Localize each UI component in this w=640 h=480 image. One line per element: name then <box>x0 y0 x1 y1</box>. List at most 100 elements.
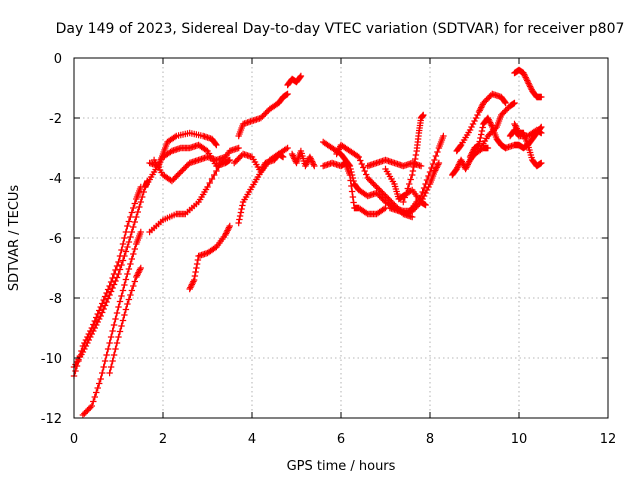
data-point <box>416 200 423 207</box>
data-point <box>236 153 244 161</box>
data-point <box>100 305 107 313</box>
data-point <box>411 159 418 167</box>
data-point <box>527 84 535 92</box>
data-point <box>136 266 144 273</box>
data-point <box>431 156 438 164</box>
data-point <box>485 116 492 123</box>
data-point <box>502 99 509 107</box>
grid-layer <box>74 58 608 418</box>
data-point <box>376 192 383 200</box>
data-point <box>417 162 425 170</box>
data-point <box>91 317 98 325</box>
data-point <box>525 80 532 87</box>
data-point <box>475 141 483 149</box>
data-point <box>134 270 141 278</box>
data-point <box>125 265 133 273</box>
data-point <box>222 231 229 239</box>
data-point <box>419 188 426 196</box>
data-point <box>118 292 125 300</box>
data-point <box>188 281 196 288</box>
data-point <box>373 183 380 191</box>
data-point <box>308 158 316 165</box>
data-point <box>479 124 486 131</box>
data-point <box>116 266 124 273</box>
y-tick-label: -2 <box>49 112 62 127</box>
data-point <box>262 110 269 117</box>
data-point <box>486 93 493 101</box>
data-point <box>189 279 196 287</box>
data-point <box>522 74 529 81</box>
data-point <box>467 152 474 159</box>
data-point <box>417 198 425 206</box>
data-point <box>212 140 219 148</box>
data-point <box>180 165 187 173</box>
data-point <box>306 153 314 161</box>
data-point <box>106 369 113 377</box>
data-point <box>136 203 143 211</box>
data-point <box>192 268 199 276</box>
data-point <box>134 208 141 216</box>
data-point <box>204 183 211 191</box>
data-point <box>486 117 493 125</box>
data-point <box>358 160 365 168</box>
data-point <box>499 110 506 117</box>
data-point <box>130 223 137 231</box>
data-point <box>457 142 464 150</box>
data-point <box>453 165 460 173</box>
data-point <box>284 144 291 152</box>
data-point <box>284 90 291 98</box>
data-point <box>113 309 121 317</box>
data-point <box>407 176 414 183</box>
data-point <box>107 333 115 341</box>
data-point <box>288 150 296 158</box>
y-tick-label: -8 <box>49 292 62 307</box>
data-point <box>409 213 416 221</box>
data-point <box>97 375 104 383</box>
data-point <box>87 404 94 411</box>
data-point <box>119 257 127 264</box>
data-point <box>231 159 238 167</box>
data-point <box>466 153 474 161</box>
series-arc-10 <box>235 150 287 227</box>
data-point <box>297 72 305 80</box>
data-point <box>538 159 545 167</box>
y-tick-label: -10 <box>41 352 62 367</box>
series-arc-17 <box>320 159 389 218</box>
data-point <box>119 317 127 324</box>
data-point <box>463 164 470 171</box>
data-point <box>106 339 113 347</box>
data-point <box>469 147 477 155</box>
series-arc-21 <box>400 111 427 206</box>
data-point <box>124 243 131 251</box>
data-point <box>463 162 471 170</box>
data-point <box>122 228 130 236</box>
data-point <box>520 69 527 77</box>
data-point <box>434 162 441 170</box>
data-point <box>118 322 125 330</box>
data-point <box>93 314 100 321</box>
series-arc-25 <box>475 99 518 155</box>
data-point <box>484 114 492 122</box>
data-point <box>226 156 233 164</box>
data-point <box>235 155 242 162</box>
data-point <box>127 233 134 241</box>
data-point <box>309 159 316 167</box>
data-point <box>135 269 142 276</box>
data-point <box>374 191 382 198</box>
data-point <box>302 161 310 168</box>
series-arc-27 <box>511 66 545 101</box>
data-point <box>118 246 125 254</box>
data-point <box>458 158 466 165</box>
data-point <box>348 182 355 190</box>
data-point <box>122 248 130 255</box>
data-point <box>208 175 216 183</box>
data-point <box>349 193 357 201</box>
data-point <box>137 198 144 206</box>
data-point <box>379 195 386 203</box>
data-point <box>472 114 480 122</box>
data-point <box>400 198 407 206</box>
series-arc-9 <box>186 222 233 293</box>
y-tick-label: -12 <box>41 412 62 427</box>
data-point <box>115 303 122 311</box>
data-point <box>380 205 388 213</box>
